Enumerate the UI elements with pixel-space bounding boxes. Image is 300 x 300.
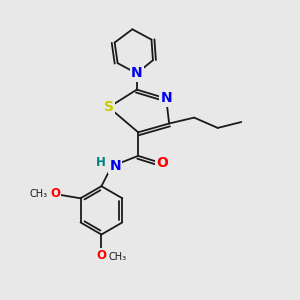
- Text: N: N: [131, 66, 142, 80]
- Text: N: N: [110, 159, 121, 173]
- Text: O: O: [156, 156, 168, 170]
- Text: N: N: [160, 92, 172, 106]
- Text: CH₃: CH₃: [109, 252, 127, 262]
- Text: CH₃: CH₃: [30, 189, 48, 199]
- Text: H: H: [96, 156, 106, 169]
- Text: S: S: [104, 100, 114, 114]
- Text: O: O: [96, 249, 106, 262]
- Text: O: O: [50, 188, 61, 200]
